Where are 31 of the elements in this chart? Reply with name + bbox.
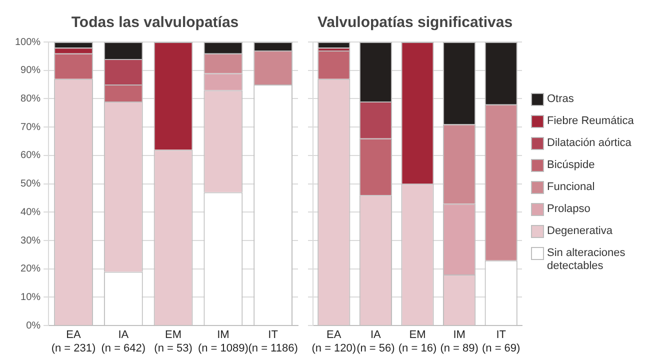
legend-label: Dilatación aórtica <box>547 137 632 150</box>
x-tick-label: EM (n = 16) <box>398 329 437 354</box>
x-tick-label: IM (n = 89) <box>440 329 478 354</box>
legend-label: Bicúspide <box>547 159 595 172</box>
y-tick-label: 100% <box>15 36 41 48</box>
x-tick-label: EA (n = 231) <box>51 329 96 354</box>
chart-title: Valvulopatías significativas <box>317 14 513 32</box>
x-tick-label: EA (n = 120) <box>312 329 356 354</box>
text: Sin alteraciones detectables <box>547 247 626 273</box>
y-tick-label: 90% <box>20 65 41 76</box>
y-tick-label: 40% <box>20 206 41 218</box>
chart-title: Todas las valvulopatías <box>71 14 239 32</box>
x-tick-label: IT (n = 69) <box>482 329 520 354</box>
y-tick-label: 60% <box>20 150 41 162</box>
legend-label: Funcional <box>547 181 595 194</box>
x-tick-label: IA (n = 642) <box>101 329 146 354</box>
y-tick-label: 0% <box>26 320 41 332</box>
y-tick-label: 30% <box>20 235 41 246</box>
x-tick-label: EM (n = 53) <box>154 329 192 354</box>
legend-label: Prolapso <box>547 203 590 216</box>
x-tick-label: IA (n = 56) <box>356 329 395 354</box>
y-tick-label: 80% <box>20 93 41 104</box>
x-tick-label: IM (n = 1089) <box>198 329 248 354</box>
y-tick-label: 50% <box>20 178 41 190</box>
y-tick-label: 70% <box>20 122 41 133</box>
y-tick-label: 20% <box>20 264 41 275</box>
legend-label: Fiebre Reumática <box>547 115 634 128</box>
y-tick-label: 10% <box>20 292 41 303</box>
x-tick-label: IT (n = 1186) <box>248 329 298 354</box>
legend-label: Degenerativa <box>547 225 612 238</box>
legend-label: Otras <box>547 93 574 106</box>
